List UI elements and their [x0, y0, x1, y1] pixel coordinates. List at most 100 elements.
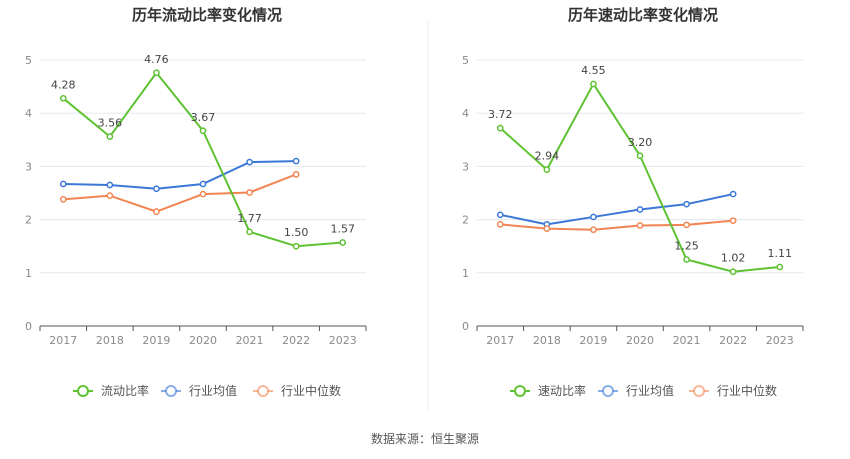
y-tick-label: 1	[462, 267, 469, 280]
data-point[interactable]	[59, 94, 67, 102]
legend-label: 流动比率	[101, 383, 149, 398]
legend-item[interactable]: 流动比率	[73, 383, 149, 398]
data-label: 3.56	[98, 117, 123, 130]
data-point[interactable]	[246, 158, 253, 166]
legend-label: 行业均值	[626, 383, 674, 398]
data-point[interactable]	[543, 166, 551, 173]
data-point[interactable]	[776, 263, 784, 271]
data-point[interactable]	[590, 213, 597, 221]
data-point[interactable]	[153, 69, 160, 77]
data-label: 1.11	[767, 247, 792, 260]
legend-label: 速动比率	[538, 383, 586, 398]
legend-marker	[514, 385, 526, 397]
x-tick-label: 2021	[673, 334, 701, 347]
data-label: 3.72	[488, 108, 513, 121]
data-point[interactable]	[106, 192, 114, 200]
data-point[interactable]	[292, 157, 300, 165]
data-point[interactable]	[590, 226, 597, 234]
legend-label: 行业中位数	[717, 383, 777, 398]
data-point[interactable]	[590, 80, 597, 88]
data-label: 1.25	[674, 240, 699, 253]
legend-item[interactable]: 行业中位数	[689, 383, 777, 398]
data-point[interactable]	[683, 221, 690, 229]
data-point[interactable]	[683, 200, 690, 208]
data-point[interactable]	[246, 189, 253, 196]
source-text: 数据来源：恒生聚源	[371, 431, 479, 446]
y-tick-label: 3	[462, 160, 469, 173]
legend-marker	[693, 385, 705, 397]
data-point[interactable]	[636, 152, 644, 160]
chart-title: 历年速动比率变化情况	[568, 6, 718, 24]
data-point[interactable]	[292, 171, 300, 178]
data-point[interactable]	[729, 190, 737, 198]
x-tick-label: 2022	[719, 334, 747, 347]
y-tick-label: 3	[25, 160, 32, 173]
legend-label: 行业均值	[189, 383, 237, 398]
data-point[interactable]	[292, 242, 300, 250]
x-tick-label: 2021	[236, 334, 264, 347]
data-point[interactable]	[106, 181, 114, 189]
x-tick-label: 2023	[766, 334, 794, 347]
data-label: 4.55	[581, 64, 606, 77]
y-tick-label: 0	[25, 320, 32, 333]
y-tick-label: 0	[462, 320, 469, 333]
x-tick-label: 2018	[96, 334, 124, 347]
series-line	[499, 82, 780, 273]
data-label: 1.57	[330, 222, 355, 235]
x-tick-label: 2017	[49, 334, 77, 347]
y-tick-label: 2	[462, 214, 469, 227]
data-point[interactable]	[153, 208, 160, 215]
y-tick-label: 4	[462, 107, 469, 120]
series-line	[500, 193, 734, 226]
data-point[interactable]	[729, 268, 737, 276]
x-tick-label: 2019	[142, 334, 170, 347]
data-point[interactable]	[106, 133, 114, 140]
data-point[interactable]	[59, 180, 67, 188]
data-point[interactable]	[199, 180, 207, 188]
x-tick-label: 2017	[486, 334, 514, 347]
data-point[interactable]	[683, 256, 690, 263]
y-tick-label: 5	[25, 54, 32, 67]
data-point[interactable]	[543, 225, 551, 232]
x-tick-label: 2018	[533, 334, 561, 347]
data-point[interactable]	[59, 196, 67, 203]
data-point[interactable]	[496, 211, 504, 219]
x-tick-label: 2019	[579, 334, 607, 347]
data-label: 2.94	[535, 150, 560, 163]
data-point[interactable]	[246, 228, 253, 236]
legend-item[interactable]: 行业均值	[598, 383, 674, 398]
data-point[interactable]	[729, 217, 737, 225]
data-label: 4.76	[144, 53, 169, 66]
legend-item[interactable]: 行业中位数	[253, 383, 341, 398]
data-point[interactable]	[496, 221, 504, 228]
data-point[interactable]	[636, 206, 644, 213]
legend-label: 行业中位数	[281, 383, 341, 398]
data-label: 1.77	[237, 212, 262, 225]
data-label: 4.28	[51, 78, 76, 91]
x-tick-label: 2023	[329, 334, 357, 347]
series-line	[62, 71, 343, 248]
data-label: 1.02	[721, 252, 746, 265]
data-label: 3.20	[628, 136, 653, 149]
x-tick-label: 2022	[282, 334, 310, 347]
series-line	[63, 173, 297, 213]
legend-marker	[77, 385, 89, 397]
legend-marker	[257, 385, 269, 397]
current-ratio-chart: 历年流动比率变化情况 0 1 2 3 4 5 2017 2018 2019 2020 2021 2022…	[25, 6, 367, 398]
y-tick-label: 2	[25, 214, 32, 227]
legend-marker	[602, 385, 614, 397]
quick-ratio-chart: 历年速动比率变化情况 0 1 2 3 4 5 2017 2018 2019 2020 2021 2022…	[462, 6, 804, 398]
data-point[interactable]	[636, 222, 644, 229]
data-point[interactable]	[339, 239, 347, 246]
series-line	[500, 219, 734, 231]
data-point[interactable]	[153, 185, 160, 193]
legend-item[interactable]: 行业均值	[161, 383, 237, 398]
data-point[interactable]	[199, 127, 207, 135]
data-point[interactable]	[496, 124, 504, 132]
legend-item[interactable]: 速动比率	[510, 383, 586, 398]
data-point[interactable]	[199, 190, 207, 198]
data-label: 1.50	[284, 226, 309, 239]
x-tick-label: 2020	[626, 334, 654, 347]
x-tick-label: 2020	[189, 334, 217, 347]
